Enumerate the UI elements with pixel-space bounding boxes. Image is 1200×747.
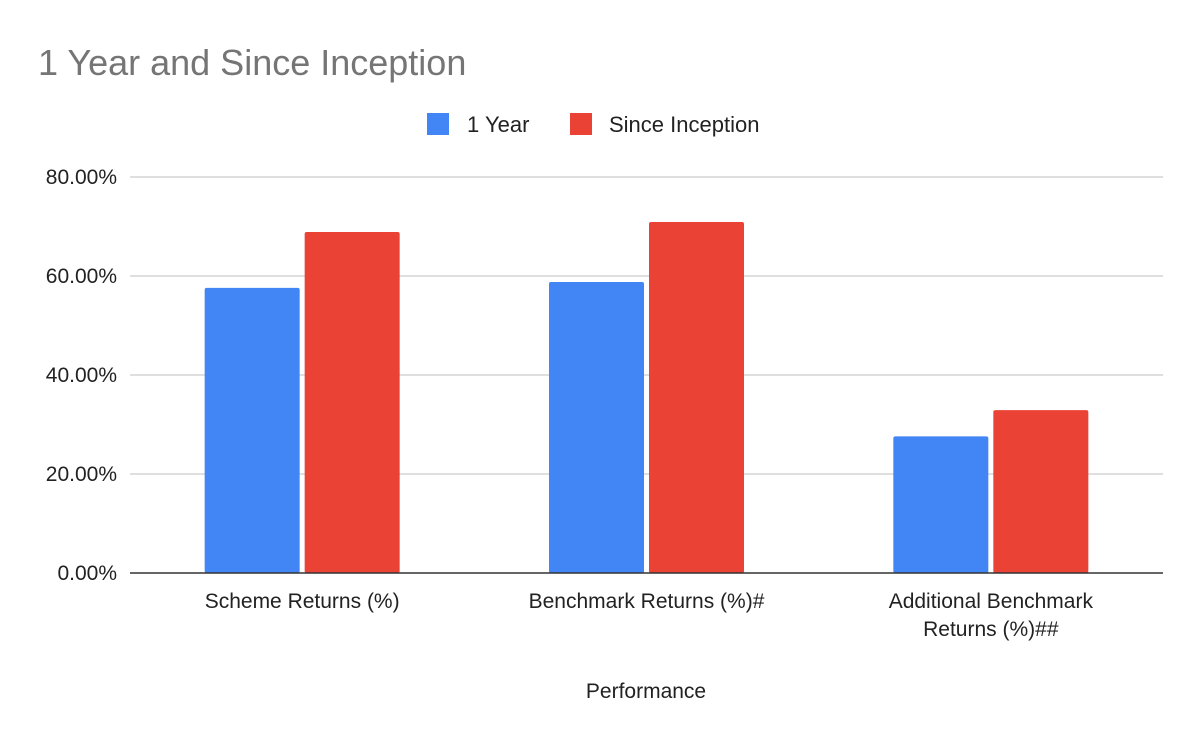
bar xyxy=(649,222,744,574)
x-axis-category-labels: Scheme Returns (%) Benchmark Returns (%)#… xyxy=(205,590,1094,641)
legend-swatch xyxy=(570,113,592,135)
bar xyxy=(204,287,300,573)
x-axis-title: Performance xyxy=(586,680,706,703)
chart-title: 1 Year and Since Inception xyxy=(38,42,466,83)
y-axis-tick-labels: 0.00% 20.00% 40.00% 60.00% 80.00% xyxy=(46,166,117,585)
legend-label: 1 Year xyxy=(467,112,529,137)
legend[interactable]: 1 Year Since Inception xyxy=(427,112,759,137)
x-category-label: Returns (%)## xyxy=(923,618,1059,641)
x-category-label: Scheme Returns (%) xyxy=(205,590,400,613)
bars xyxy=(204,222,1089,574)
bar xyxy=(304,231,400,573)
bar xyxy=(993,410,1089,573)
bar xyxy=(549,281,644,573)
x-category-label: Additional Benchmark xyxy=(889,590,1094,613)
y-tick-label: 80.00% xyxy=(46,166,117,189)
y-tick-label: 40.00% xyxy=(46,364,117,387)
legend-swatch xyxy=(427,113,449,135)
bar xyxy=(893,436,989,573)
y-tick-label: 60.00% xyxy=(46,265,117,288)
y-tick-label: 20.00% xyxy=(46,463,117,486)
gridlines xyxy=(130,176,1163,475)
x-category-label: Benchmark Returns (%)# xyxy=(529,590,765,613)
legend-label: Since Inception xyxy=(609,112,759,137)
y-tick-label: 0.00% xyxy=(57,562,117,585)
